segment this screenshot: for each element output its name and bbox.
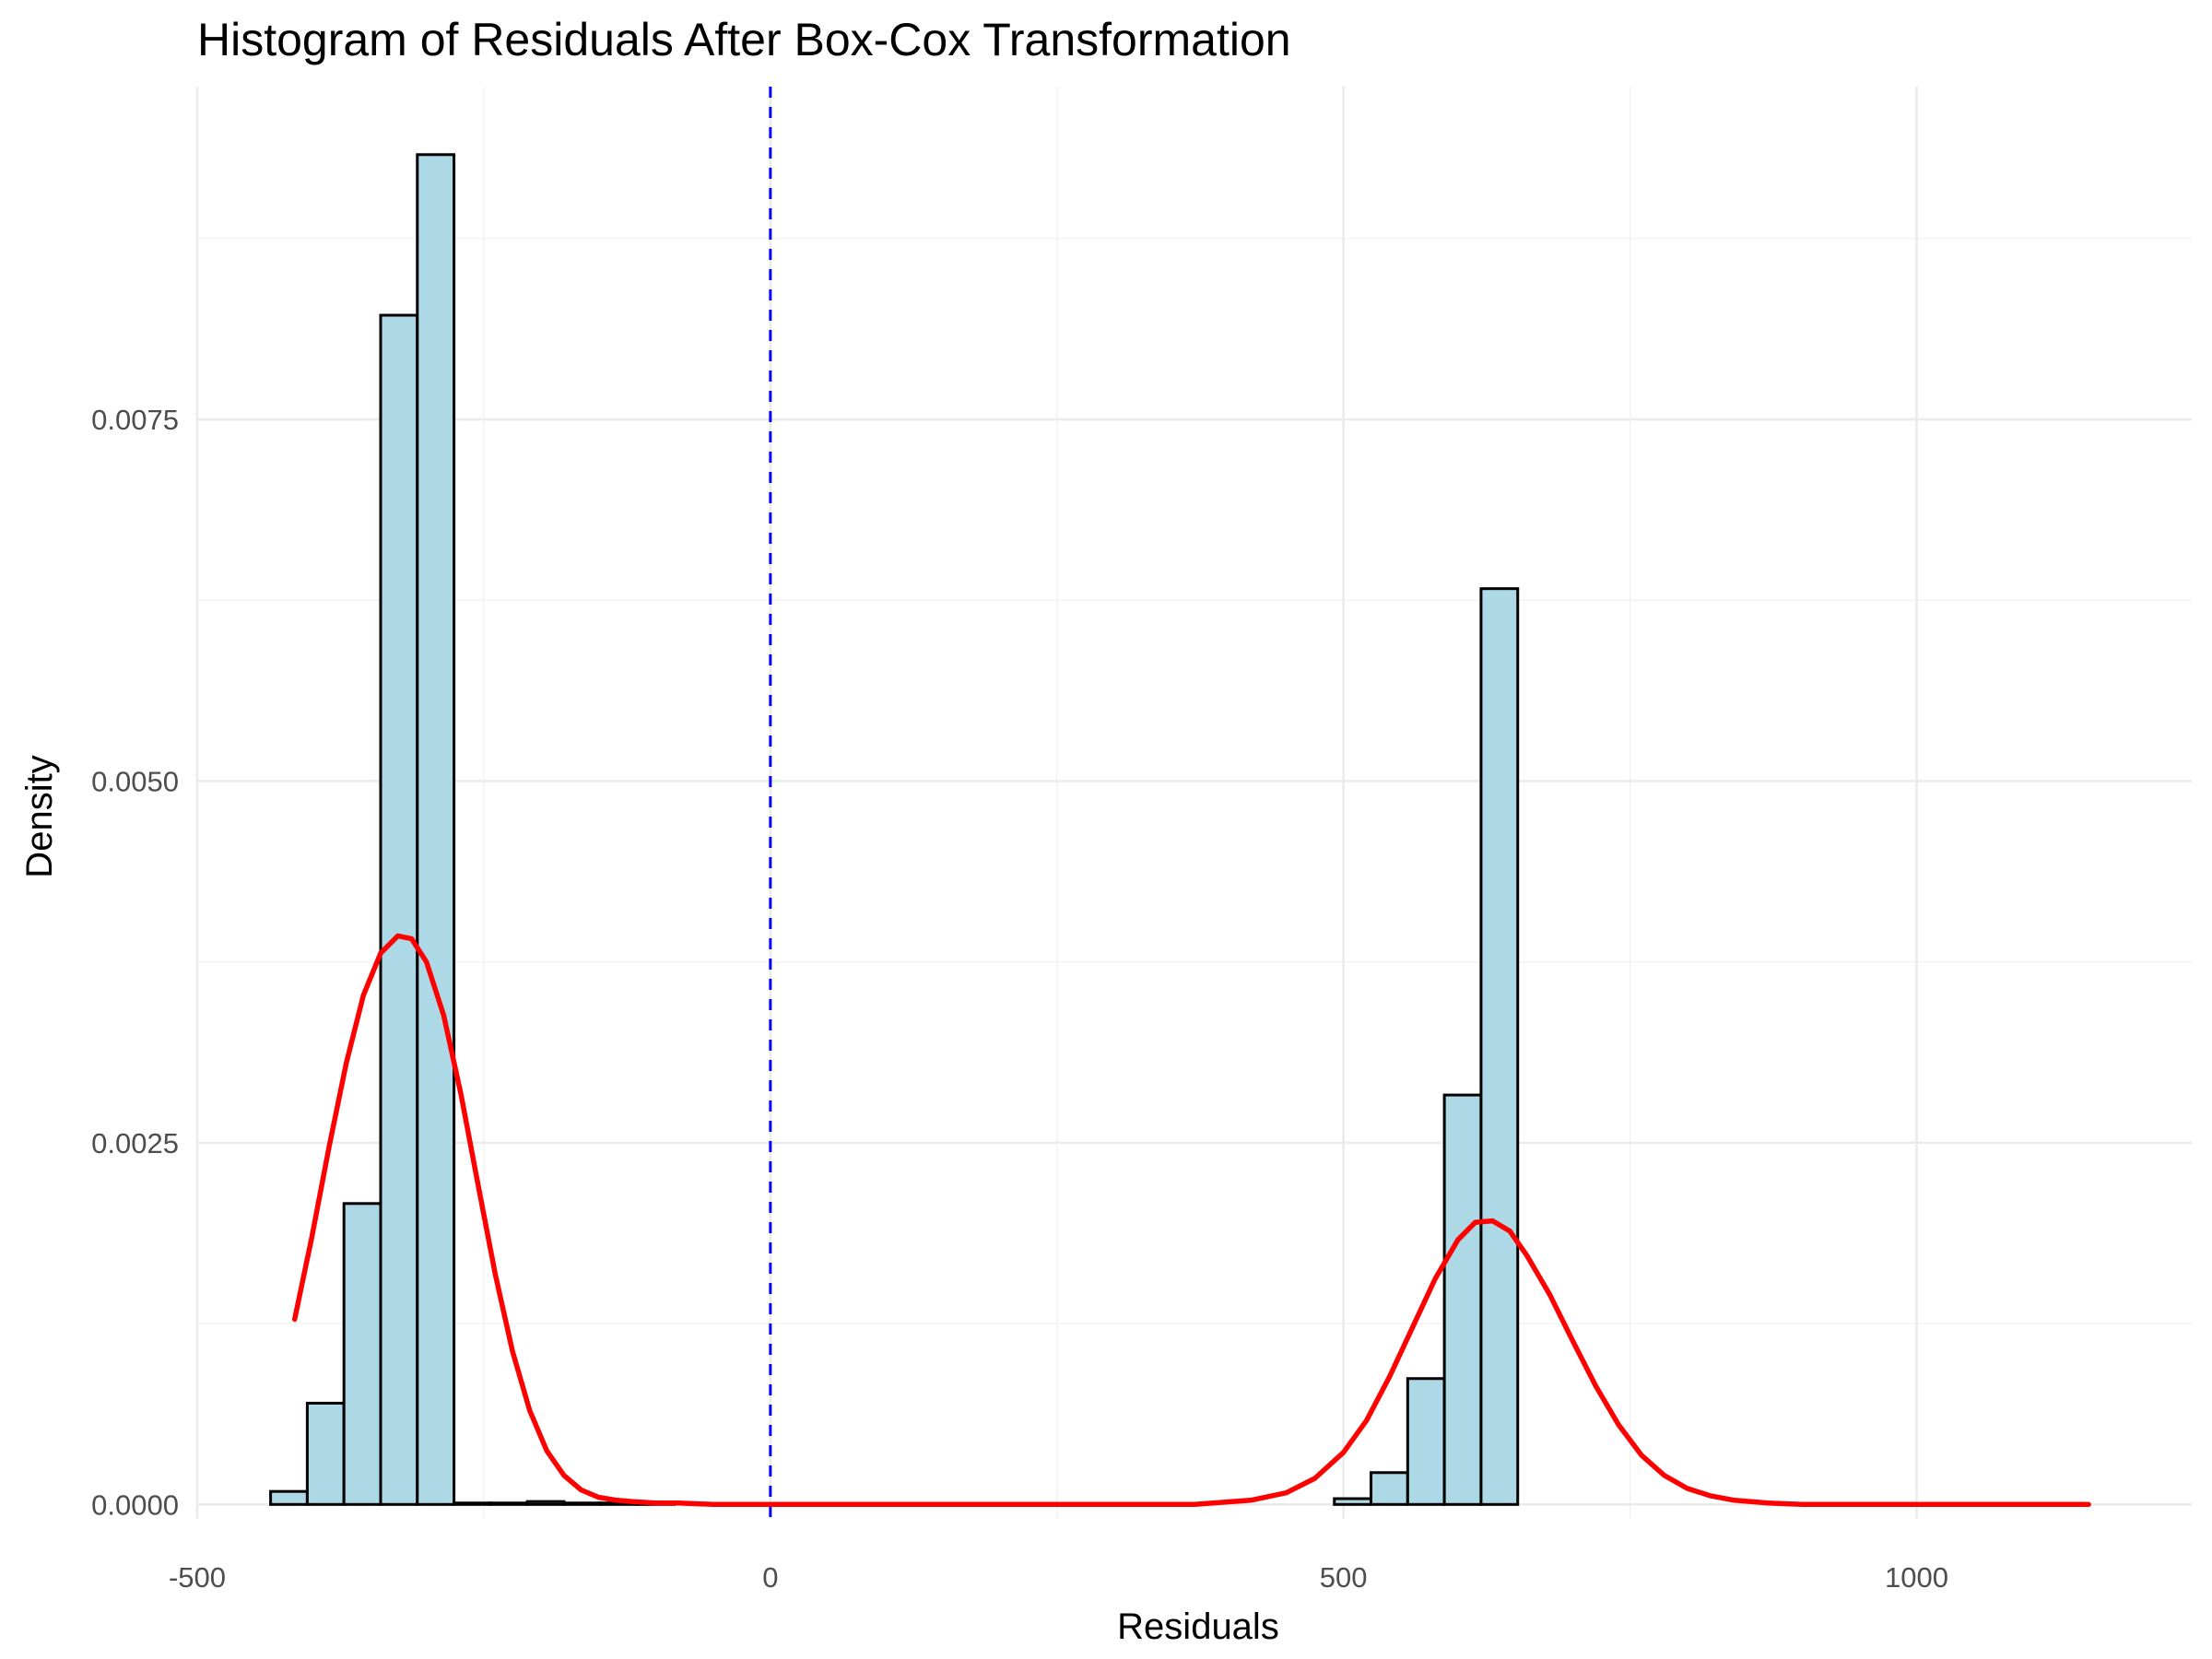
- density-curve-group: [291, 933, 2091, 1508]
- histogram-bar: [1333, 1497, 1373, 1506]
- y-tick-label: 0.0025: [91, 1127, 179, 1159]
- histogram-bar: [1479, 587, 1520, 1506]
- chart-title: Histogram of Residuals After Box-Cox Tra…: [197, 14, 1291, 65]
- y-axis-ticks: 0.0000 0.0025 0.0050 0.0075: [91, 404, 179, 1521]
- y-tick-label: 0.0000: [91, 1488, 179, 1521]
- histogram-bar: [453, 1501, 492, 1506]
- histogram-bar: [269, 1489, 309, 1506]
- histogram-bar: [342, 1202, 382, 1506]
- x-tick-label: 0: [762, 1561, 778, 1594]
- y-axis-title: Density: [19, 755, 60, 877]
- x-axis-title: Residuals: [1117, 1606, 1279, 1647]
- histogram-bar: [562, 1501, 603, 1506]
- histogram-bars: [269, 153, 1520, 1506]
- x-tick-label: -500: [169, 1561, 226, 1594]
- histogram-bar: [1406, 1377, 1446, 1506]
- x-tick-label: 1000: [1885, 1561, 1948, 1594]
- histogram-bar: [416, 153, 456, 1506]
- histogram-bar: [1442, 1093, 1483, 1506]
- x-tick-label: 500: [1320, 1561, 1368, 1594]
- histogram-bar: [1370, 1471, 1409, 1506]
- y-tick-label: 0.0050: [91, 765, 179, 797]
- grid: [195, 87, 2192, 1519]
- histogram-bar: [525, 1500, 566, 1506]
- y-tick-label: 0.0075: [91, 404, 179, 436]
- histogram-bar: [379, 313, 419, 1506]
- histogram-bar: [488, 1501, 529, 1506]
- histogram-bar: [305, 1401, 346, 1506]
- density-curve: [291, 933, 2091, 1508]
- x-axis-ticks: -500 0 500 1000: [169, 1561, 1948, 1594]
